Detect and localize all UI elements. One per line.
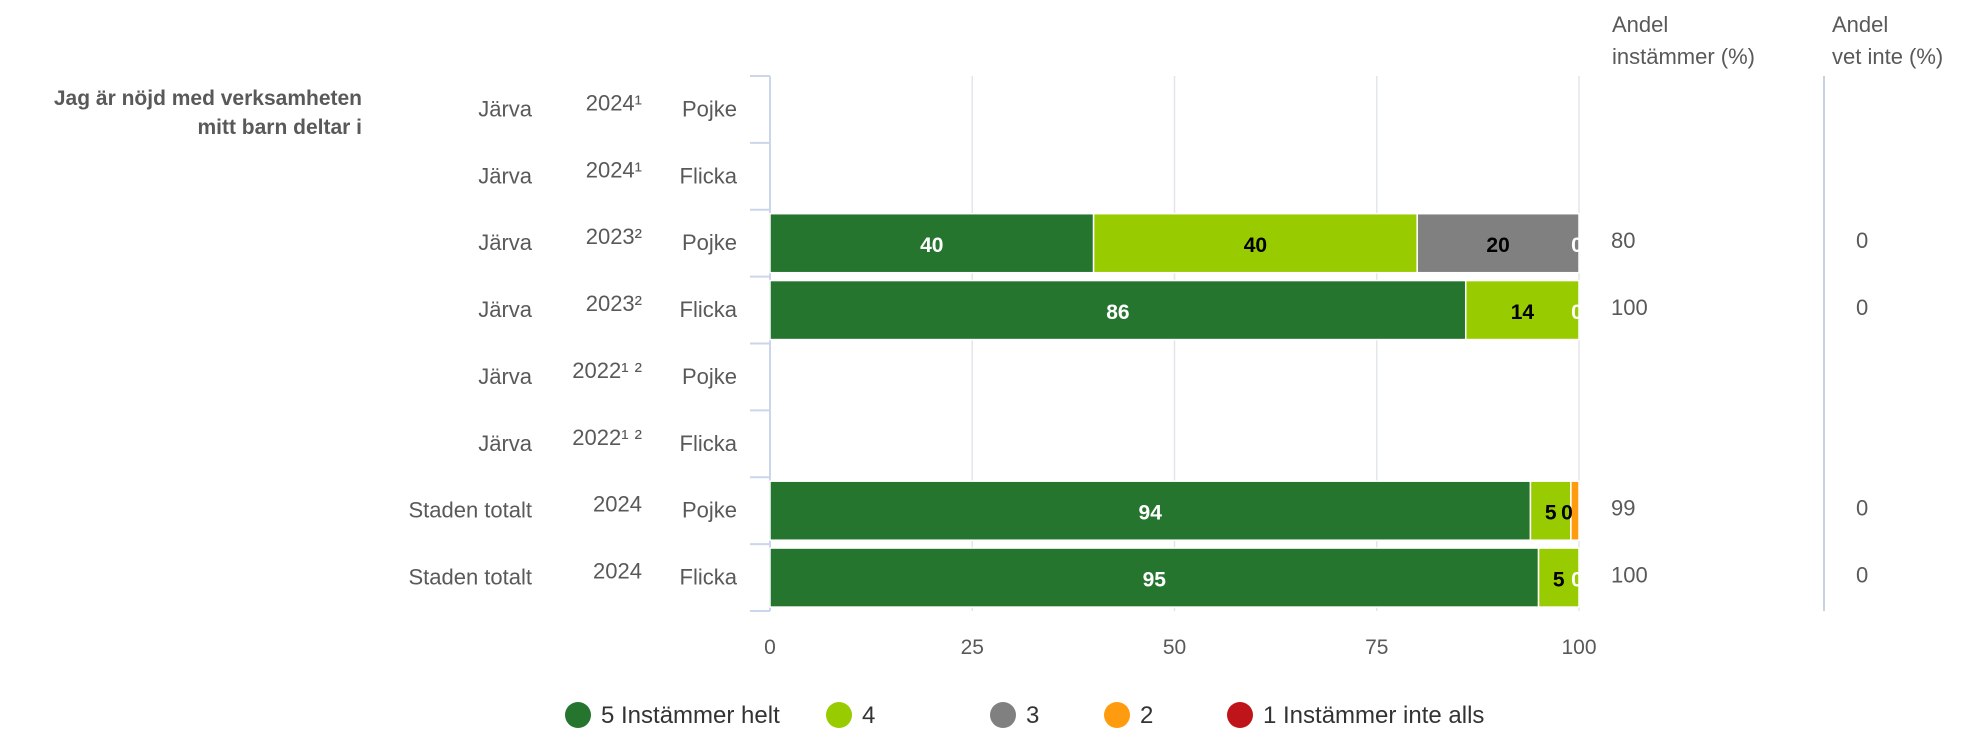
row-label-year: 2024¹	[586, 90, 642, 115]
legend-label: 1 Instämmer inte alls	[1263, 702, 1484, 729]
row-label-area: Järva	[478, 230, 533, 255]
row-label-gender: Flicka	[680, 163, 738, 188]
bar-data-label: 94	[1139, 502, 1163, 525]
agree-value: 100	[1611, 563, 1648, 588]
bar-data-label: 95	[1143, 569, 1167, 592]
legend-label: 5 Instämmer helt	[601, 702, 780, 729]
bar-segment	[1464, 279, 1580, 341]
bar-data-label: 0	[1571, 569, 1583, 592]
legend-label: 2	[1140, 702, 1153, 729]
question-title-line-2: mitt barn deltar i	[197, 116, 362, 139]
row-labels: Järva 2024¹ Pojke Järva 2024¹ Flicka Järva 2023…	[408, 90, 737, 589]
x-tick-label: 100	[1561, 636, 1596, 659]
bar-segment	[769, 212, 1095, 274]
category-axis	[750, 75, 1825, 612]
x-tick-label: 25	[961, 636, 984, 659]
bar-data-label: 5	[1545, 502, 1557, 525]
row-label-year: 2023²	[586, 291, 642, 316]
x-tick-label: 75	[1365, 636, 1388, 659]
row-label-gender: Flicka	[680, 431, 738, 456]
agree-value: 80	[1611, 228, 1635, 253]
bar-data-label: 86	[1106, 301, 1129, 324]
agree-value: 99	[1611, 496, 1635, 521]
bar-data-label: 14	[1511, 301, 1535, 324]
row-label-area: Staden totalt	[408, 498, 532, 523]
row-label-area: Järva	[478, 96, 533, 121]
row-label-gender: Pojke	[682, 96, 737, 121]
row-label-gender: Pojke	[682, 498, 737, 523]
dontknow-value: 0	[1856, 228, 1868, 253]
row-label-gender: Pojke	[682, 364, 737, 389]
question-title-line-1: Jag är nöjd med verksamheten	[54, 87, 362, 110]
x-tick-label: 0	[764, 636, 776, 659]
bar-segment	[1416, 212, 1580, 274]
bar-segment	[769, 279, 1467, 341]
dontknow-value: 0	[1856, 496, 1868, 521]
dontknow-column-header-line-2: vet inte (%)	[1832, 44, 1943, 69]
legend-swatch	[1104, 702, 1130, 728]
row-label-year: 2023²	[586, 224, 642, 249]
dontknow-value: 0	[1856, 563, 1868, 588]
row-label-year: 2022¹ ²	[572, 425, 642, 450]
legend-label: 3	[1026, 702, 1039, 729]
row-label-area: Järva	[478, 163, 533, 188]
bar-data-label: 0	[1571, 234, 1583, 257]
bar-data-label: 40	[1244, 234, 1267, 257]
row-label-area: Staden totalt	[408, 565, 532, 590]
bar-data-label: 0	[1571, 301, 1583, 324]
bar-segment	[1570, 480, 1580, 541]
bar-data-label: 20	[1486, 234, 1509, 257]
bar-segment	[769, 480, 1532, 541]
row-label-year: 2024	[593, 559, 642, 584]
row-label-year: 2024	[593, 492, 642, 517]
row-label-gender: Flicka	[680, 297, 738, 322]
bars-group: 404020086140945009550	[769, 212, 1583, 608]
agree-column-header-line-1: Andel	[1612, 12, 1668, 37]
bar-segment	[769, 547, 1540, 608]
bar-segment	[1537, 547, 1580, 608]
row-label-area: Järva	[478, 431, 533, 456]
bar-data-label: 0	[1561, 502, 1573, 525]
legend-swatch	[990, 702, 1016, 728]
bar-data-label: 5	[1553, 569, 1565, 592]
dontknow-value: 0	[1856, 295, 1868, 320]
row-label-year: 2024¹	[586, 157, 642, 182]
row-label-area: Järva	[478, 364, 533, 389]
bar-data-label: 40	[920, 234, 943, 257]
row-label-area: Järva	[478, 297, 533, 322]
bar-segment	[1529, 480, 1572, 541]
agree-column-header-line-2: instämmer (%)	[1612, 44, 1755, 69]
legend-swatch	[565, 702, 591, 728]
legend-swatch	[1227, 702, 1253, 728]
row-label-year: 2022¹ ²	[572, 358, 642, 383]
row-label-gender: Pojke	[682, 230, 737, 255]
row-label-gender: Flicka	[680, 565, 738, 590]
x-tick-label: 50	[1163, 636, 1186, 659]
legend-label: 4	[862, 702, 875, 729]
legend-swatch	[826, 702, 852, 728]
x-axis-ticks: 0 25 50 75 100	[764, 636, 1596, 659]
legend: 5 Instämmer helt 4 3 2 1 Instämmer inte alls	[565, 702, 1484, 729]
value-columns: 80 0 100 0 99 0 100 0	[1611, 228, 1868, 587]
agree-value: 100	[1611, 295, 1648, 320]
dontknow-column-header-line-1: Andel	[1832, 12, 1888, 37]
